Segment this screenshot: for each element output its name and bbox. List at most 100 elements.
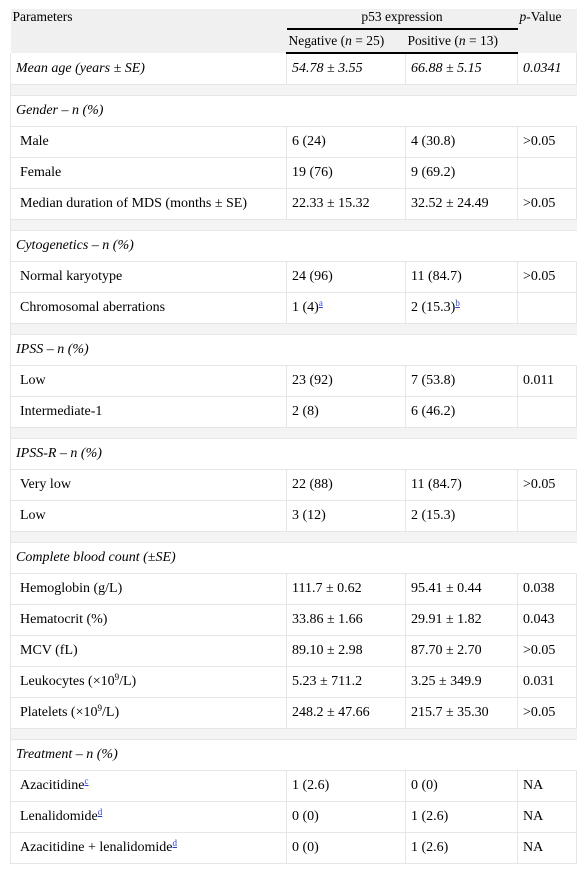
p-value-cell xyxy=(517,396,577,428)
table-row: Male 6 (24) 4 (30.8) >0.05 xyxy=(10,126,577,158)
table-row: Leukocytes (×109/L) 5.23 ± 711.2 3.25 ± … xyxy=(10,666,577,698)
row-label: Azacitidine + lenalidomided xyxy=(10,832,287,864)
p-value-cell xyxy=(517,157,577,189)
table-row: Chromosomal aberrations 1 (4)a 2 (15.3)b xyxy=(10,292,577,324)
row-label: Female xyxy=(10,157,287,189)
row-label: Azacitidinec xyxy=(10,770,287,802)
p-value-cell: >0.05 xyxy=(517,635,577,667)
positive-cell: 87.70 ± 2.70 xyxy=(405,635,518,667)
p53-expression-table: Parameters p53 expression p-Value Negati… xyxy=(10,9,577,864)
row-label: Chromosomal aberrations xyxy=(10,292,287,324)
table-row: Azacitidine + lenalidomided 0 (0) 1 (2.6… xyxy=(10,832,577,864)
negative-cell: 24 (96) xyxy=(286,261,406,293)
negative-cell: 1 (2.6) xyxy=(286,770,406,802)
table-row: Hemoglobin (g/L) 111.7 ± 0.62 95.41 ± 0.… xyxy=(10,573,577,605)
table-row: Low 3 (12) 2 (15.3) xyxy=(10,500,577,532)
table-row: Platelets (×109/L) 248.2 ± 47.66 215.7 ±… xyxy=(10,697,577,729)
section-heading: Treatment – n (%) xyxy=(10,739,577,771)
table-row: Very low 22 (88) 11 (84.7) >0.05 xyxy=(10,469,577,501)
row-label: Male xyxy=(10,126,287,158)
negative-cell: 0 (0) xyxy=(286,801,406,833)
negative-cell: 33.86 ± 1.66 xyxy=(286,604,406,636)
table-row: Low 23 (92) 7 (53.8) 0.011 xyxy=(10,365,577,397)
section-heading: Complete blood count (±SE) xyxy=(10,542,577,574)
p-value-cell: >0.05 xyxy=(517,261,577,293)
p-value-cell: NA xyxy=(517,832,577,864)
p-value-cell: 0.031 xyxy=(517,666,577,698)
section-spacer xyxy=(10,531,577,543)
header-parameters: Parameters xyxy=(10,9,287,53)
table-row: Normal karyotype 24 (96) 11 (84.7) >0.05 xyxy=(10,261,577,293)
positive-cell: 1 (2.6) xyxy=(405,832,518,864)
row-label: Platelets (×109/L) xyxy=(10,697,287,729)
p-value-cell: 0.011 xyxy=(517,365,577,397)
p-value-cell: 0.043 xyxy=(517,604,577,636)
negative-cell: 0 (0) xyxy=(286,832,406,864)
section-heading: Cytogenetics – n (%) xyxy=(10,230,577,262)
negative-cell: 1 (4)a xyxy=(286,292,406,324)
negative-cell: 111.7 ± 0.62 xyxy=(286,573,406,605)
negative-cell: 23 (92) xyxy=(286,365,406,397)
section-title-ipss-r: IPSS-R – n (%) xyxy=(10,438,577,470)
positive-cell: 11 (84.7) xyxy=(405,261,518,293)
p-value-cell: 0.038 xyxy=(517,573,577,605)
row-label: Lenalidomided xyxy=(10,801,287,833)
p-value-cell: >0.05 xyxy=(517,469,577,501)
section-title-gender: Gender – n (%) xyxy=(10,95,577,127)
positive-cell: 1 (2.6) xyxy=(405,801,518,833)
table-row: Female 19 (76) 9 (69.2) xyxy=(10,157,577,189)
section-title-cytogenetics: Cytogenetics – n (%) xyxy=(10,230,577,262)
row-label: Low xyxy=(10,500,287,532)
negative-cell: 89.10 ± 2.98 xyxy=(286,635,406,667)
row-label: Intermediate-1 xyxy=(10,396,287,428)
positive-cell: 32.52 ± 24.49 xyxy=(405,188,518,220)
positive-cell: 7 (53.8) xyxy=(405,365,518,397)
p-value-cell: 0.0341 xyxy=(517,53,577,85)
negative-cell: 5.23 ± 711.2 xyxy=(286,666,406,698)
positive-cell: 11 (84.7) xyxy=(405,469,518,501)
footnote-link-b[interactable]: b xyxy=(455,298,460,308)
row-label: Hematocrit (%) xyxy=(10,604,287,636)
section-heading: Gender – n (%) xyxy=(10,95,577,127)
table-row: Azacitidinec 1 (2.6) 0 (0) NA xyxy=(10,770,577,802)
table-row: Hematocrit (%) 33.86 ± 1.66 29.91 ± 1.82… xyxy=(10,604,577,636)
footnote-link-d[interactable]: d xyxy=(172,838,178,848)
positive-cell: 0 (0) xyxy=(405,770,518,802)
table-row: Lenalidomided 0 (0) 1 (2.6) NA xyxy=(10,801,577,833)
positive-cell: 9 (69.2) xyxy=(405,157,518,189)
table-header: Parameters p53 expression p-Value Negati… xyxy=(10,9,577,54)
positive-cell: 29.91 ± 1.82 xyxy=(405,604,518,636)
positive-cell: 66.88 ± 5.15 xyxy=(405,53,518,85)
positive-cell: 2 (15.3)b xyxy=(405,292,518,324)
p-value-cell xyxy=(517,292,577,324)
row-label: Hemoglobin (g/L) xyxy=(10,573,287,605)
p-value-cell: >0.05 xyxy=(517,697,577,729)
row-label: Very low xyxy=(10,469,287,501)
row-label: Mean age (years ± SE) xyxy=(10,53,287,85)
negative-cell: 6 (24) xyxy=(286,126,406,158)
row-label: MCV (fL) xyxy=(10,635,287,667)
negative-cell: 22.33 ± 15.32 xyxy=(286,188,406,220)
p-value-cell: NA xyxy=(517,770,577,802)
section-spacer xyxy=(10,84,577,96)
positive-cell: 6 (46.2) xyxy=(405,396,518,428)
footnote-link-c[interactable]: c xyxy=(84,776,89,786)
row-label: Leukocytes (×109/L) xyxy=(10,666,287,698)
positive-cell: 4 (30.8) xyxy=(405,126,518,158)
p-value-cell: NA xyxy=(517,801,577,833)
section-spacer xyxy=(10,219,577,231)
section-heading: IPSS-R – n (%) xyxy=(10,438,577,470)
row-label: Median duration of MDS (months ± SE) xyxy=(10,188,287,220)
header-p-value: p-Value xyxy=(517,9,577,53)
section-heading: IPSS – n (%) xyxy=(10,334,577,366)
p-value-cell: >0.05 xyxy=(517,188,577,220)
negative-cell: 54.78 ± 3.55 xyxy=(286,53,406,85)
section-title-ipss: IPSS – n (%) xyxy=(10,334,577,366)
positive-cell: 215.7 ± 35.30 xyxy=(405,697,518,729)
header-positive: Positive (n = 13) xyxy=(405,29,518,54)
negative-cell: 3 (12) xyxy=(286,500,406,532)
footnote-link-d[interactable]: d xyxy=(97,807,103,817)
footnote-link-a[interactable]: a xyxy=(318,298,323,308)
positive-cell: 95.41 ± 0.44 xyxy=(405,573,518,605)
